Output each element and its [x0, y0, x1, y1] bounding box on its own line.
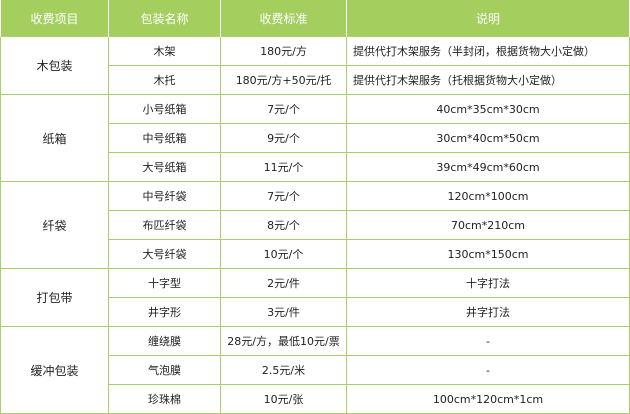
header-note: 说明: [346, 0, 630, 37]
table-row: 大号纤袋 10元/个 130cm*150cm: [1, 239, 630, 269]
header-name: 包装名称: [108, 0, 221, 37]
note-cell: 70cm*210cm: [346, 210, 630, 240]
category-cell: 缓冲包装: [0, 326, 109, 414]
name-cell: 中号纤袋: [108, 181, 221, 211]
name-cell: 小号纸箱: [108, 94, 221, 124]
category-cell: 打包带: [0, 268, 109, 327]
table-row: 布匹纤袋 8元/个 70cm*210cm: [1, 210, 630, 240]
table-row: 中号纸箱 9元/个 30cm*40cm*50cm: [1, 123, 630, 153]
price-cell: 9元/个: [220, 123, 347, 153]
note-cell: 井字打法: [346, 297, 630, 327]
table-row: 打包带 十字型 2元/件 十字打法: [0, 268, 630, 327]
price-cell: 180元/方: [220, 36, 347, 66]
name-cell: 大号纸箱: [108, 152, 221, 182]
price-cell: 7元/个: [220, 181, 347, 211]
price-cell: 8元/个: [220, 210, 347, 240]
header-category: 收费项目: [0, 0, 109, 37]
name-cell: 中号纸箱: [108, 123, 221, 153]
header-row: 收费项目 包装名称 收费标准 说明: [0, 0, 630, 37]
table-row: 缓冲包装 缠绕膜 28元/方，最低10元/票 -: [0, 326, 630, 414]
table-row: 纤袋 中号纤袋 7元/个 120cm*100cm: [0, 181, 630, 269]
price-cell: 11元/个: [220, 152, 347, 182]
price-cell: 7元/个: [220, 94, 347, 124]
price-cell: 3元/件: [220, 297, 347, 327]
note-cell: 100cm*120cm*1cm: [346, 384, 630, 414]
price-cell: 10元/个: [220, 239, 347, 269]
note-cell: 39cm*49cm*60cm: [346, 152, 630, 182]
table-row: 木包装 木架 180元/方 提供代打木架服务（半封闭，根据货物大小定做）: [0, 36, 630, 95]
price-cell: 2元/件: [220, 268, 347, 298]
note-cell: 120cm*100cm: [346, 181, 630, 211]
name-cell: 木架: [108, 36, 221, 66]
name-cell: 井字形: [108, 297, 221, 327]
note-cell: 30cm*40cm*50cm: [346, 123, 630, 153]
price-cell: 28元/方，最低10元/票: [220, 326, 347, 356]
name-cell: 十字型: [108, 268, 221, 298]
category-cell: 纸箱: [0, 94, 109, 182]
note-cell: -: [346, 326, 630, 356]
price-cell: 2.5元/米: [220, 355, 347, 385]
table-row: 纸箱 小号纸箱 7元/个 40cm*35cm*30cm: [0, 94, 630, 182]
note-cell: -: [346, 355, 630, 385]
header-price: 收费标准: [220, 0, 347, 37]
name-cell: 大号纤袋: [108, 239, 221, 269]
name-cell: 布匹纤袋: [108, 210, 221, 240]
note-cell: 十字打法: [346, 268, 630, 298]
price-cell: 180元/方+50元/托: [220, 65, 347, 95]
note-cell: 130cm*150cm: [346, 239, 630, 269]
note-cell: 提供代打木架服务（托根据货物大小定做）: [346, 65, 630, 95]
price-cell: 10元/张: [220, 384, 347, 414]
table-row: 大号纸箱 11元/个 39cm*49cm*60cm: [1, 152, 630, 182]
category-cell: 纤袋: [0, 181, 109, 269]
table-row: 木托 180元/方+50元/托 提供代打木架服务（托根据货物大小定做）: [1, 65, 630, 95]
note-cell: 40cm*35cm*30cm: [346, 94, 630, 124]
note-cell: 提供代打木架服务（半封闭，根据货物大小定做）: [346, 36, 630, 66]
name-cell: 珍珠棉: [108, 384, 221, 414]
category-cell: 木包装: [0, 36, 109, 95]
name-cell: 气泡膜: [108, 355, 221, 385]
name-cell: 缠绕膜: [108, 326, 221, 356]
table-row: 气泡膜 2.5元/米 -: [1, 355, 630, 385]
name-cell: 木托: [108, 65, 221, 95]
